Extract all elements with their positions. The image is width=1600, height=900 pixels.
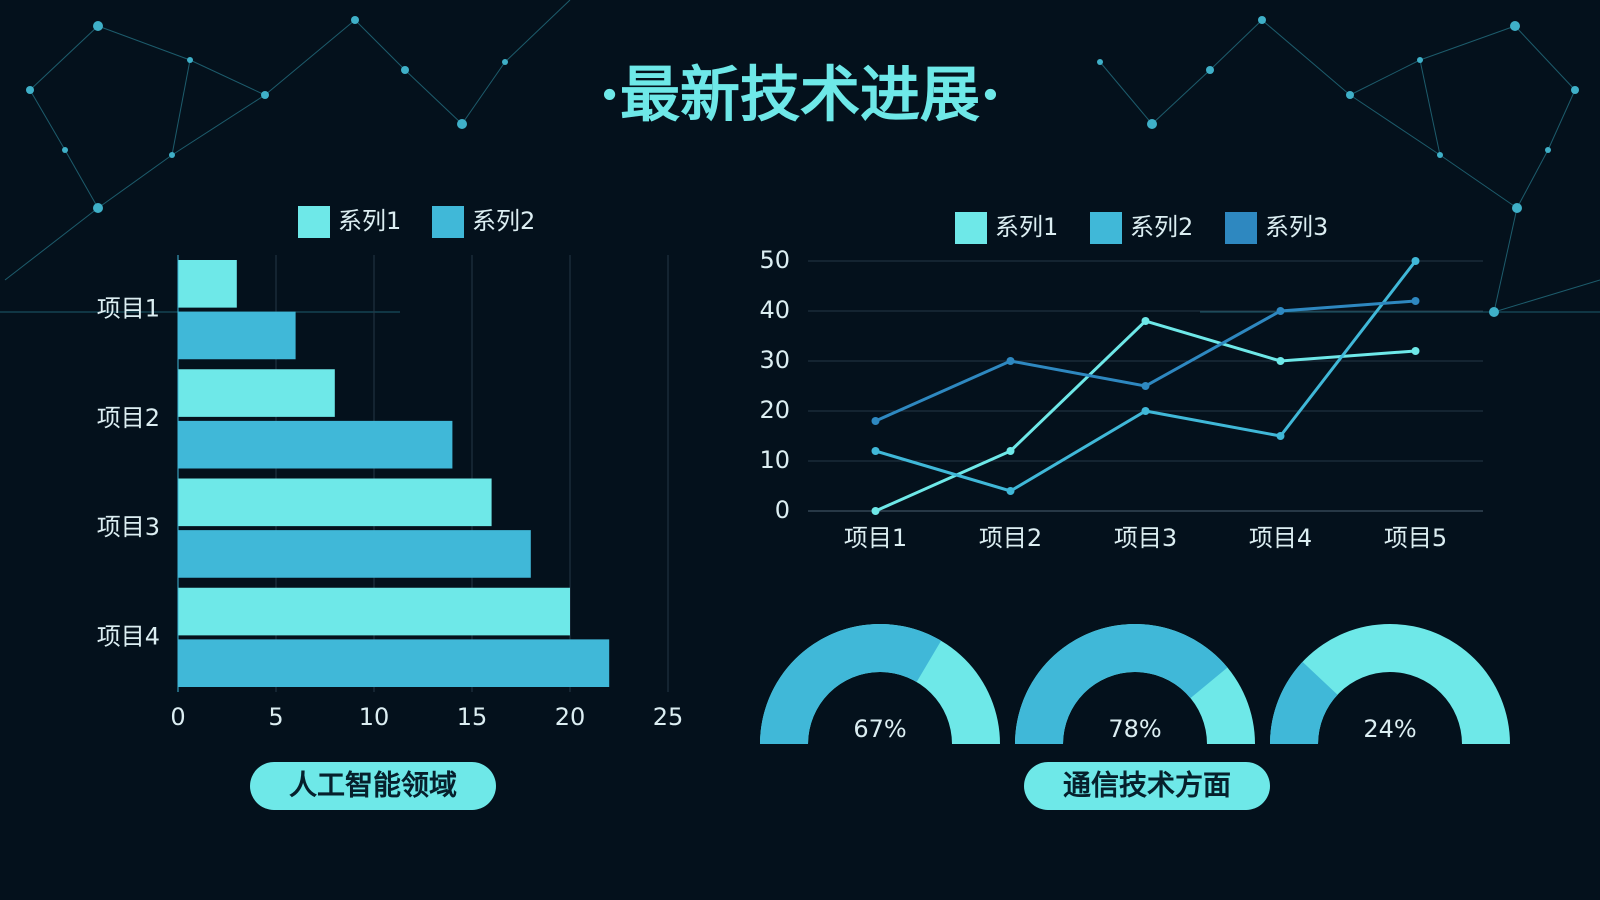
gauge-label: 78% <box>1108 715 1161 743</box>
y-tick-label: 40 <box>759 296 790 324</box>
gauge-fill <box>1015 624 1228 744</box>
line-point <box>1276 307 1285 315</box>
bar <box>178 478 492 527</box>
caption: 通信技术方面 <box>1063 769 1231 802</box>
x-tick-label: 10 <box>359 703 390 731</box>
slide-title: ·最新技术进展· <box>599 61 1001 131</box>
legend-swatch <box>298 206 330 238</box>
legend-swatch <box>955 212 987 244</box>
legend-label: 系列3 <box>1265 213 1328 241</box>
line-point <box>1141 407 1150 415</box>
legend-swatch <box>432 206 464 238</box>
line-point <box>1006 357 1015 365</box>
line-point <box>871 447 880 455</box>
gauge-fill <box>760 624 942 744</box>
y-tick-label: 项目1 <box>97 295 160 323</box>
line-point <box>1141 382 1150 390</box>
bar <box>178 311 296 360</box>
legend-swatch <box>1225 212 1257 244</box>
bar <box>178 587 570 636</box>
legend-label: 系列1 <box>995 213 1058 241</box>
x-tick-label: 项目1 <box>844 524 907 552</box>
x-tick-label: 20 <box>555 703 586 731</box>
x-tick-label: 0 <box>170 703 185 731</box>
line-point <box>1411 257 1420 265</box>
gauge-track <box>1270 624 1510 744</box>
x-tick-label: 项目4 <box>1249 524 1312 552</box>
line-point <box>1276 357 1285 365</box>
line-point <box>1411 347 1420 355</box>
y-tick-label: 20 <box>759 396 790 424</box>
bar <box>178 420 453 469</box>
bar <box>178 639 610 687</box>
line-point <box>1411 297 1420 305</box>
y-tick-label: 项目4 <box>97 622 160 650</box>
y-tick-label: 项目3 <box>97 513 160 541</box>
x-tick-label: 项目5 <box>1384 524 1447 552</box>
y-tick-label: 30 <box>759 346 790 374</box>
line-point <box>1141 317 1150 325</box>
bar <box>178 260 237 308</box>
bar <box>178 530 531 578</box>
gauge-fill <box>1270 661 1338 744</box>
gauge-label: 24% <box>1363 715 1416 743</box>
bar <box>178 369 335 417</box>
x-tick-label: 15 <box>457 703 488 731</box>
line-point <box>871 417 880 425</box>
line-point <box>1006 447 1015 455</box>
caption-pill <box>1024 762 1270 810</box>
x-tick-label: 项目2 <box>979 524 1042 552</box>
x-tick-label: 5 <box>268 703 283 731</box>
legend-swatch <box>1090 212 1122 244</box>
caption-pill <box>250 762 496 810</box>
line-point <box>1276 432 1285 440</box>
caption: 人工智能领域 <box>289 769 457 802</box>
gauge-label: 67% <box>853 715 906 743</box>
legend-label: 系列1 <box>338 207 401 235</box>
y-tick-label: 50 <box>759 246 790 274</box>
line-point <box>871 507 880 515</box>
x-tick-label: 25 <box>653 703 684 731</box>
legend-label: 系列2 <box>1130 213 1193 241</box>
line-point <box>1006 487 1015 495</box>
legend-label: 系列2 <box>472 207 535 235</box>
network-decoration <box>0 0 1600 317</box>
y-tick-label: 项目2 <box>97 404 160 432</box>
y-tick-label: 10 <box>759 446 790 474</box>
y-tick-label: 0 <box>775 496 790 524</box>
x-tick-label: 项目3 <box>1114 524 1177 552</box>
